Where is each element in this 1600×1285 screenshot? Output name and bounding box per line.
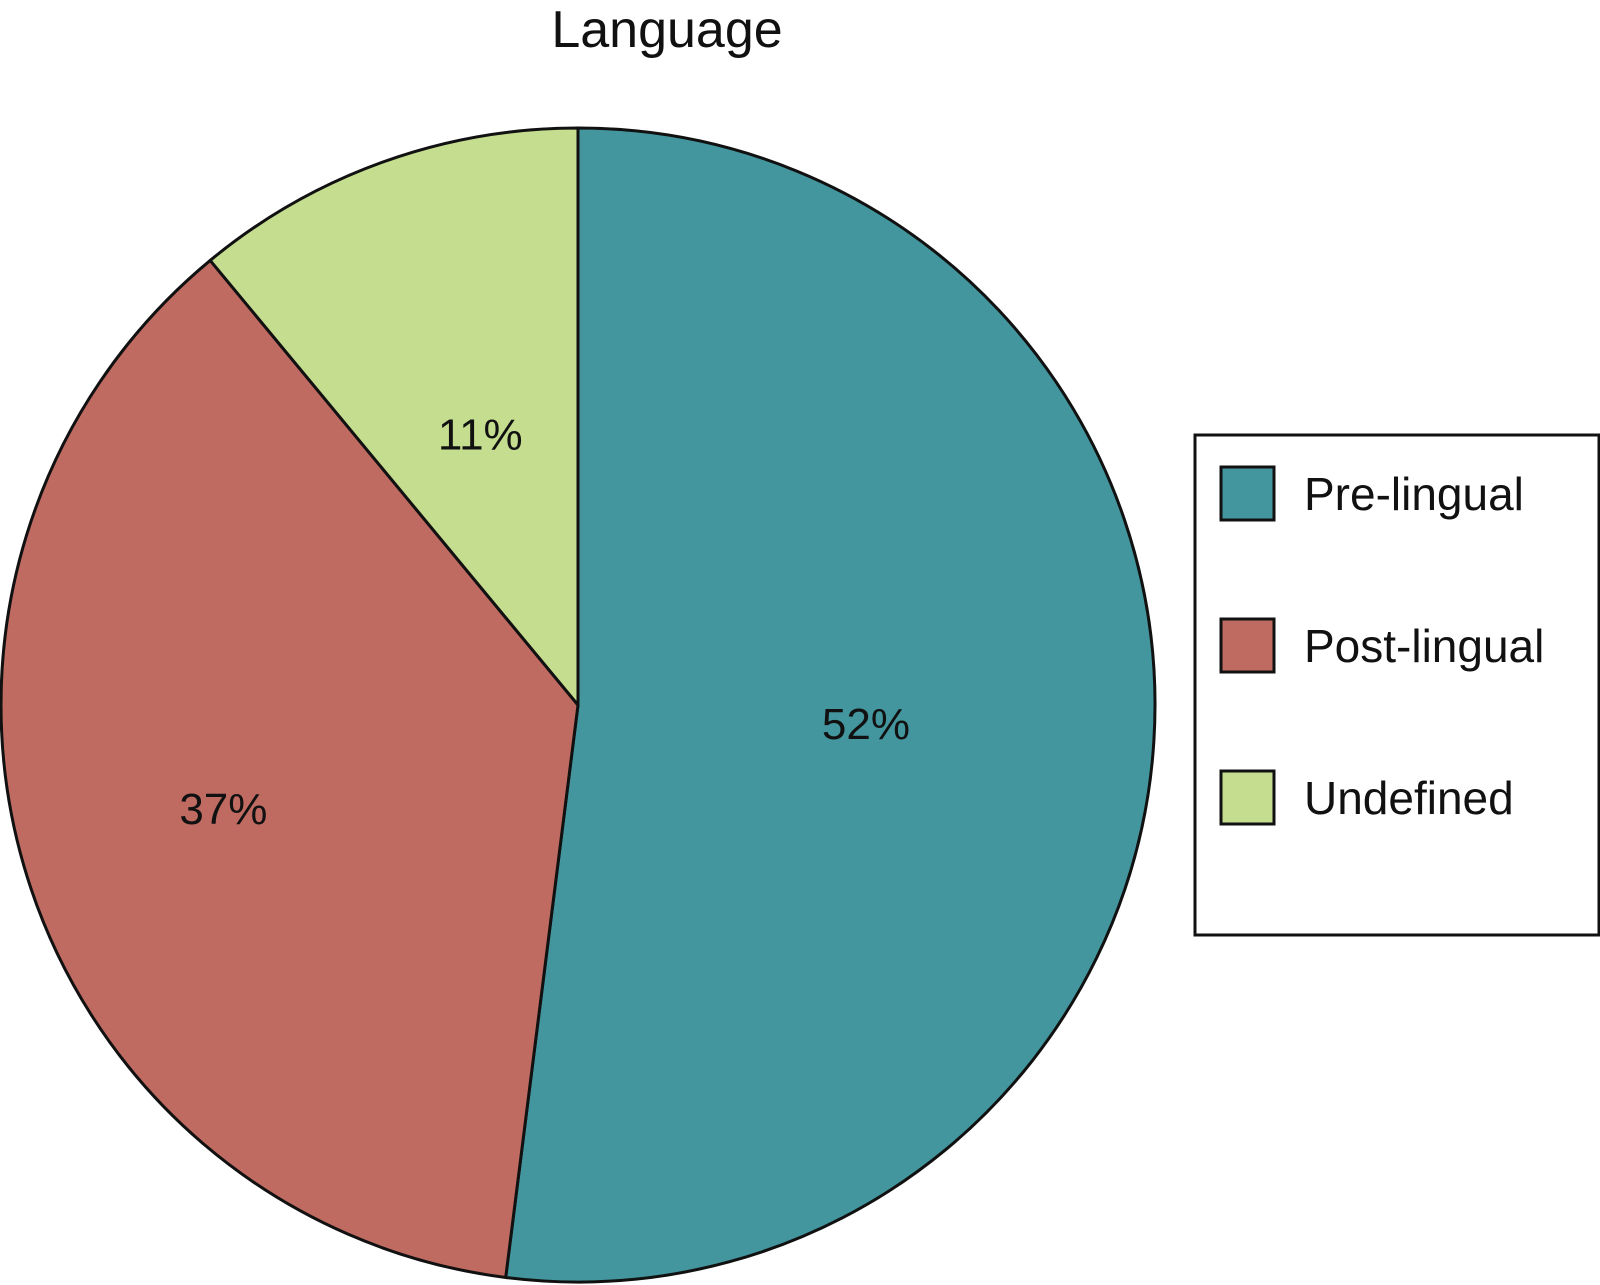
legend-label-post-lingual: Post-lingual xyxy=(1304,620,1544,672)
slice-label-undefined: 11% xyxy=(438,411,523,460)
legend-swatch-pre-lingual xyxy=(1219,465,1276,522)
pie-slice-pre-lingual xyxy=(504,126,1157,1284)
legend-swatch-undefined xyxy=(1219,769,1276,826)
pie-labels: 52% 37% 11% xyxy=(179,411,910,834)
pie-slices xyxy=(0,126,1157,1284)
legend-swatch-post-lingual xyxy=(1219,617,1276,674)
legend-label-pre-lingual: Pre-lingual xyxy=(1304,468,1524,520)
pie-slice-post-lingual xyxy=(0,258,580,1279)
pie-slice-undefined xyxy=(208,126,580,707)
chart-title: Language xyxy=(551,1,782,59)
legend-label-undefined: Undefined xyxy=(1304,772,1514,824)
slice-label-post-lingual: 37% xyxy=(179,785,267,834)
legend: Pre-lingual Post-lingual Undefined xyxy=(1193,433,1600,937)
slice-label-pre-lingual: 52% xyxy=(822,700,910,749)
